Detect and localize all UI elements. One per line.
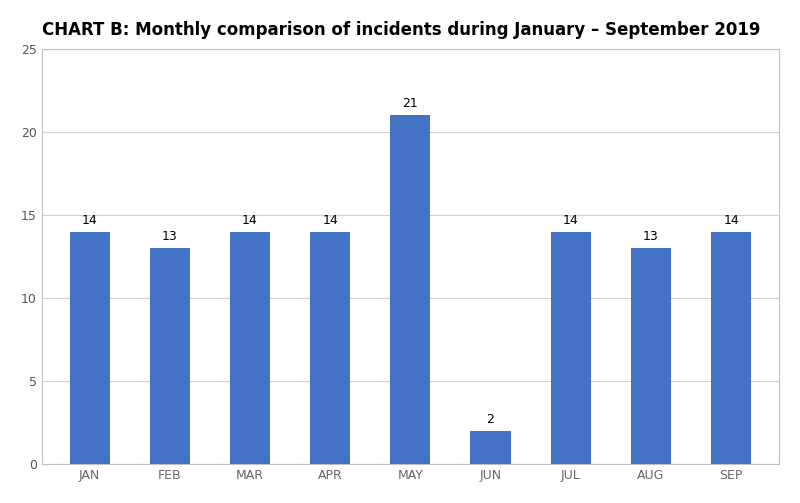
Text: 2: 2: [486, 413, 494, 426]
Bar: [711, 231, 751, 464]
Bar: [70, 231, 110, 464]
Bar: [390, 115, 430, 464]
Text: 14: 14: [322, 214, 338, 226]
Bar: [150, 248, 190, 464]
Bar: [230, 231, 270, 464]
Bar: [470, 431, 510, 464]
Text: 13: 13: [162, 230, 178, 243]
Text: 13: 13: [643, 230, 658, 243]
Text: 14: 14: [723, 214, 739, 226]
Bar: [631, 248, 671, 464]
Text: CHART B: Monthly comparison of incidents during January – September 2019: CHART B: Monthly comparison of incidents…: [42, 21, 760, 39]
Text: 14: 14: [242, 214, 258, 226]
Text: 14: 14: [82, 214, 98, 226]
Bar: [550, 231, 590, 464]
Text: 14: 14: [563, 214, 578, 226]
Bar: [310, 231, 350, 464]
Text: 21: 21: [402, 97, 418, 110]
